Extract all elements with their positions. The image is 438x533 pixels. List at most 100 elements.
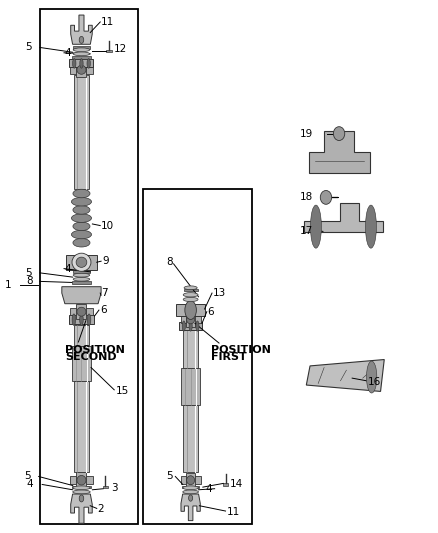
Polygon shape	[73, 270, 90, 273]
Text: 5: 5	[25, 268, 32, 278]
Ellipse shape	[80, 314, 83, 326]
Ellipse shape	[73, 189, 90, 198]
Ellipse shape	[73, 273, 90, 277]
Ellipse shape	[73, 486, 90, 490]
Ellipse shape	[77, 475, 86, 485]
Text: 4: 4	[65, 48, 71, 58]
Text: 6: 6	[208, 306, 214, 317]
Ellipse shape	[87, 314, 91, 326]
Polygon shape	[74, 381, 89, 472]
Ellipse shape	[185, 301, 196, 319]
Text: 3: 3	[111, 483, 118, 493]
Polygon shape	[77, 472, 86, 488]
Text: 5: 5	[24, 472, 31, 481]
Text: 13: 13	[213, 288, 226, 298]
Polygon shape	[72, 486, 91, 488]
Polygon shape	[77, 304, 86, 319]
Text: 10: 10	[101, 221, 114, 231]
Ellipse shape	[73, 277, 90, 281]
Ellipse shape	[80, 59, 83, 68]
Polygon shape	[70, 60, 93, 67]
Text: 6: 6	[100, 305, 106, 315]
Polygon shape	[180, 316, 201, 323]
Text: 11: 11	[101, 17, 114, 27]
Ellipse shape	[87, 59, 90, 68]
Ellipse shape	[183, 490, 198, 494]
Ellipse shape	[73, 206, 90, 214]
Polygon shape	[325, 193, 327, 201]
Polygon shape	[73, 46, 90, 49]
Ellipse shape	[76, 257, 87, 268]
Ellipse shape	[77, 307, 86, 316]
Ellipse shape	[79, 495, 84, 502]
Polygon shape	[72, 346, 91, 381]
Text: 4: 4	[65, 264, 71, 273]
Ellipse shape	[183, 297, 198, 302]
Ellipse shape	[187, 476, 194, 484]
Polygon shape	[66, 255, 97, 270]
Ellipse shape	[73, 222, 90, 231]
Ellipse shape	[73, 490, 90, 494]
Polygon shape	[69, 315, 94, 325]
Ellipse shape	[196, 321, 199, 331]
Ellipse shape	[184, 286, 197, 289]
Text: 17: 17	[300, 227, 313, 237]
Ellipse shape	[73, 59, 76, 68]
Polygon shape	[71, 15, 92, 44]
Text: 15: 15	[116, 386, 129, 397]
Ellipse shape	[73, 52, 90, 56]
Text: 2: 2	[98, 504, 104, 514]
Ellipse shape	[77, 66, 86, 74]
Text: 19: 19	[300, 128, 313, 139]
Text: POSITION: POSITION	[65, 345, 125, 355]
Polygon shape	[223, 483, 228, 486]
Text: 14: 14	[230, 480, 243, 489]
Ellipse shape	[182, 321, 185, 331]
Text: 1: 1	[5, 280, 12, 290]
Ellipse shape	[365, 205, 376, 248]
Polygon shape	[179, 322, 202, 330]
Text: 12: 12	[114, 44, 127, 53]
Ellipse shape	[71, 230, 92, 239]
Ellipse shape	[71, 214, 92, 222]
Polygon shape	[184, 289, 198, 292]
Ellipse shape	[187, 316, 194, 324]
Ellipse shape	[79, 36, 84, 43]
Polygon shape	[184, 405, 198, 472]
Polygon shape	[103, 486, 108, 488]
Polygon shape	[308, 131, 370, 173]
Polygon shape	[176, 304, 205, 316]
Text: 8: 8	[166, 257, 173, 267]
Polygon shape	[186, 473, 195, 488]
Polygon shape	[72, 281, 91, 284]
Polygon shape	[180, 477, 201, 484]
Ellipse shape	[73, 48, 90, 52]
Ellipse shape	[333, 127, 345, 141]
Polygon shape	[306, 360, 384, 391]
Ellipse shape	[72, 253, 91, 271]
Text: 7: 7	[101, 288, 108, 298]
Text: 5: 5	[166, 472, 173, 481]
Polygon shape	[72, 56, 91, 59]
Text: 8: 8	[26, 277, 33, 286]
Polygon shape	[77, 62, 86, 77]
Text: 16: 16	[367, 377, 381, 387]
Text: FIRST: FIRST	[211, 352, 247, 362]
Polygon shape	[71, 494, 92, 523]
Ellipse shape	[183, 486, 198, 490]
Text: 11: 11	[227, 507, 240, 517]
Ellipse shape	[72, 314, 76, 326]
Ellipse shape	[320, 190, 332, 204]
Polygon shape	[62, 287, 101, 304]
Polygon shape	[70, 66, 93, 74]
Text: 5: 5	[25, 43, 32, 52]
Ellipse shape	[367, 361, 377, 393]
Ellipse shape	[73, 238, 90, 247]
Polygon shape	[181, 368, 200, 405]
Polygon shape	[186, 313, 195, 327]
Polygon shape	[70, 308, 93, 316]
Ellipse shape	[311, 205, 321, 248]
Polygon shape	[184, 330, 198, 368]
Polygon shape	[106, 50, 112, 52]
Polygon shape	[304, 203, 383, 232]
